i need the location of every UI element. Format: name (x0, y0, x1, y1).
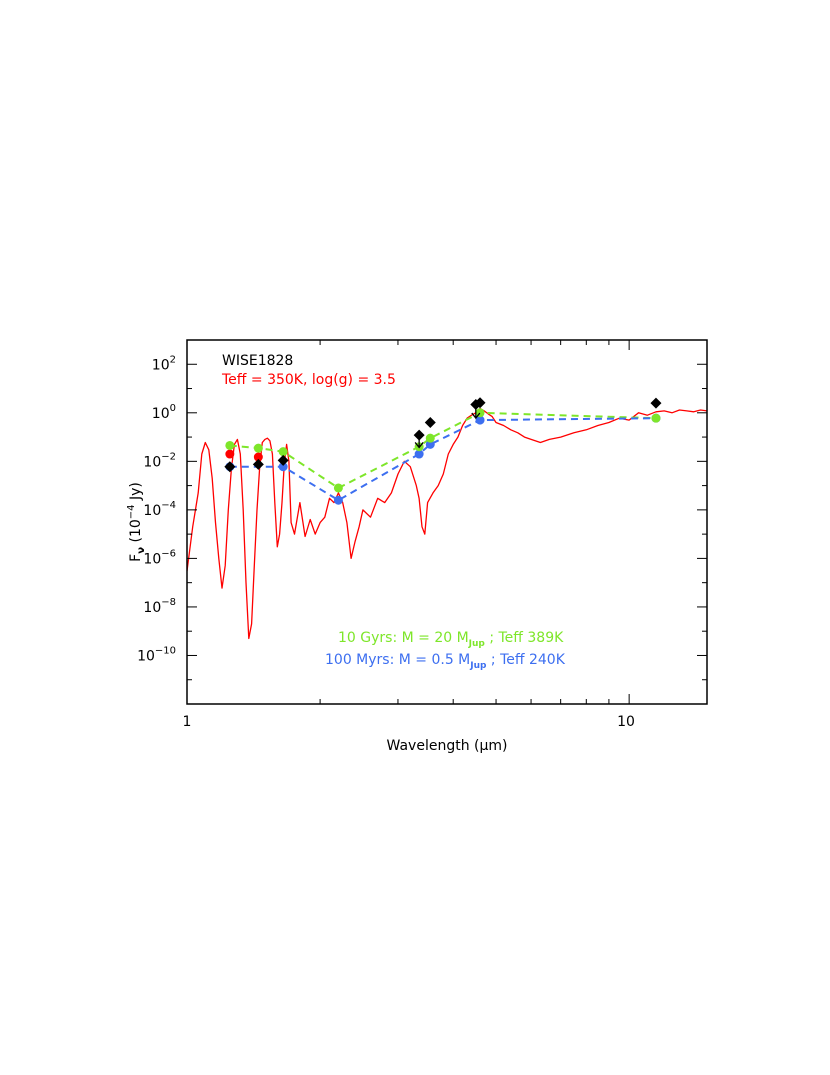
y-label-sub: ν (136, 547, 147, 554)
upper-limit-arrow (471, 402, 481, 420)
observed-diamond (474, 397, 486, 409)
blue-point (414, 449, 424, 459)
green-point (278, 447, 288, 457)
green-point (253, 443, 263, 453)
y-label-unit-exp: −4 (126, 504, 137, 519)
y-tick-label: 100 (152, 403, 176, 422)
green-legend: 10 Gyrs: M = 20 MJup ; Teff 389K (338, 630, 564, 649)
red-point (253, 452, 263, 462)
points-layer (224, 397, 662, 505)
y-tick-label: 10−10 (137, 645, 176, 664)
model-spectrum-line (187, 407, 707, 640)
observed-diamond (224, 461, 236, 473)
model-lines-layer (229, 411, 657, 502)
green-point (225, 440, 235, 450)
blue-legend: 100 Myrs: M = 0.5 MJup ; Teff 240K (325, 652, 566, 671)
observed-diamond (650, 397, 662, 409)
y-tick-label: 10−6 (143, 548, 176, 567)
observed-diamond (277, 454, 289, 466)
green-point (425, 433, 435, 443)
green-point (651, 413, 661, 423)
object-name: WISE1828 (222, 353, 293, 369)
y-label-unit-post: Jy) (128, 482, 144, 504)
green-model-line (229, 411, 657, 490)
upper-limit-arrow (414, 431, 424, 449)
y-tick-label: 10−8 (143, 597, 176, 616)
y-label-unit-pre: (10 (128, 519, 144, 542)
y-axis-label: Fν (10−4 Jy) (126, 482, 147, 562)
blue-point (333, 495, 343, 505)
model-params: Teff = 350K, log(g) = 3.5 (221, 372, 396, 388)
blue-point (278, 462, 288, 472)
x-tick-label-10: 10 (617, 714, 635, 730)
green-point (333, 483, 343, 493)
observed-diamond (252, 458, 264, 470)
red-point (225, 449, 235, 459)
plot-frame (186, 339, 708, 705)
y-label-base: F (128, 554, 144, 562)
x-axis-label: Wavelength (µm) (387, 738, 508, 754)
x-tick-label-1: 1 (183, 714, 192, 730)
y-tick-labels: 102 100 10−2 10−4 10−6 10−8 10−10 (137, 354, 176, 664)
observed-diamond (424, 416, 436, 428)
blue-point (475, 415, 485, 425)
y-tick-label: 10−4 (143, 500, 176, 519)
y-tick-label: 10−2 (143, 451, 176, 470)
blue-point (425, 439, 435, 449)
axis-ticks (186, 339, 707, 705)
y-tick-label: 102 (152, 354, 176, 373)
model-spectrum-layer (187, 407, 707, 640)
